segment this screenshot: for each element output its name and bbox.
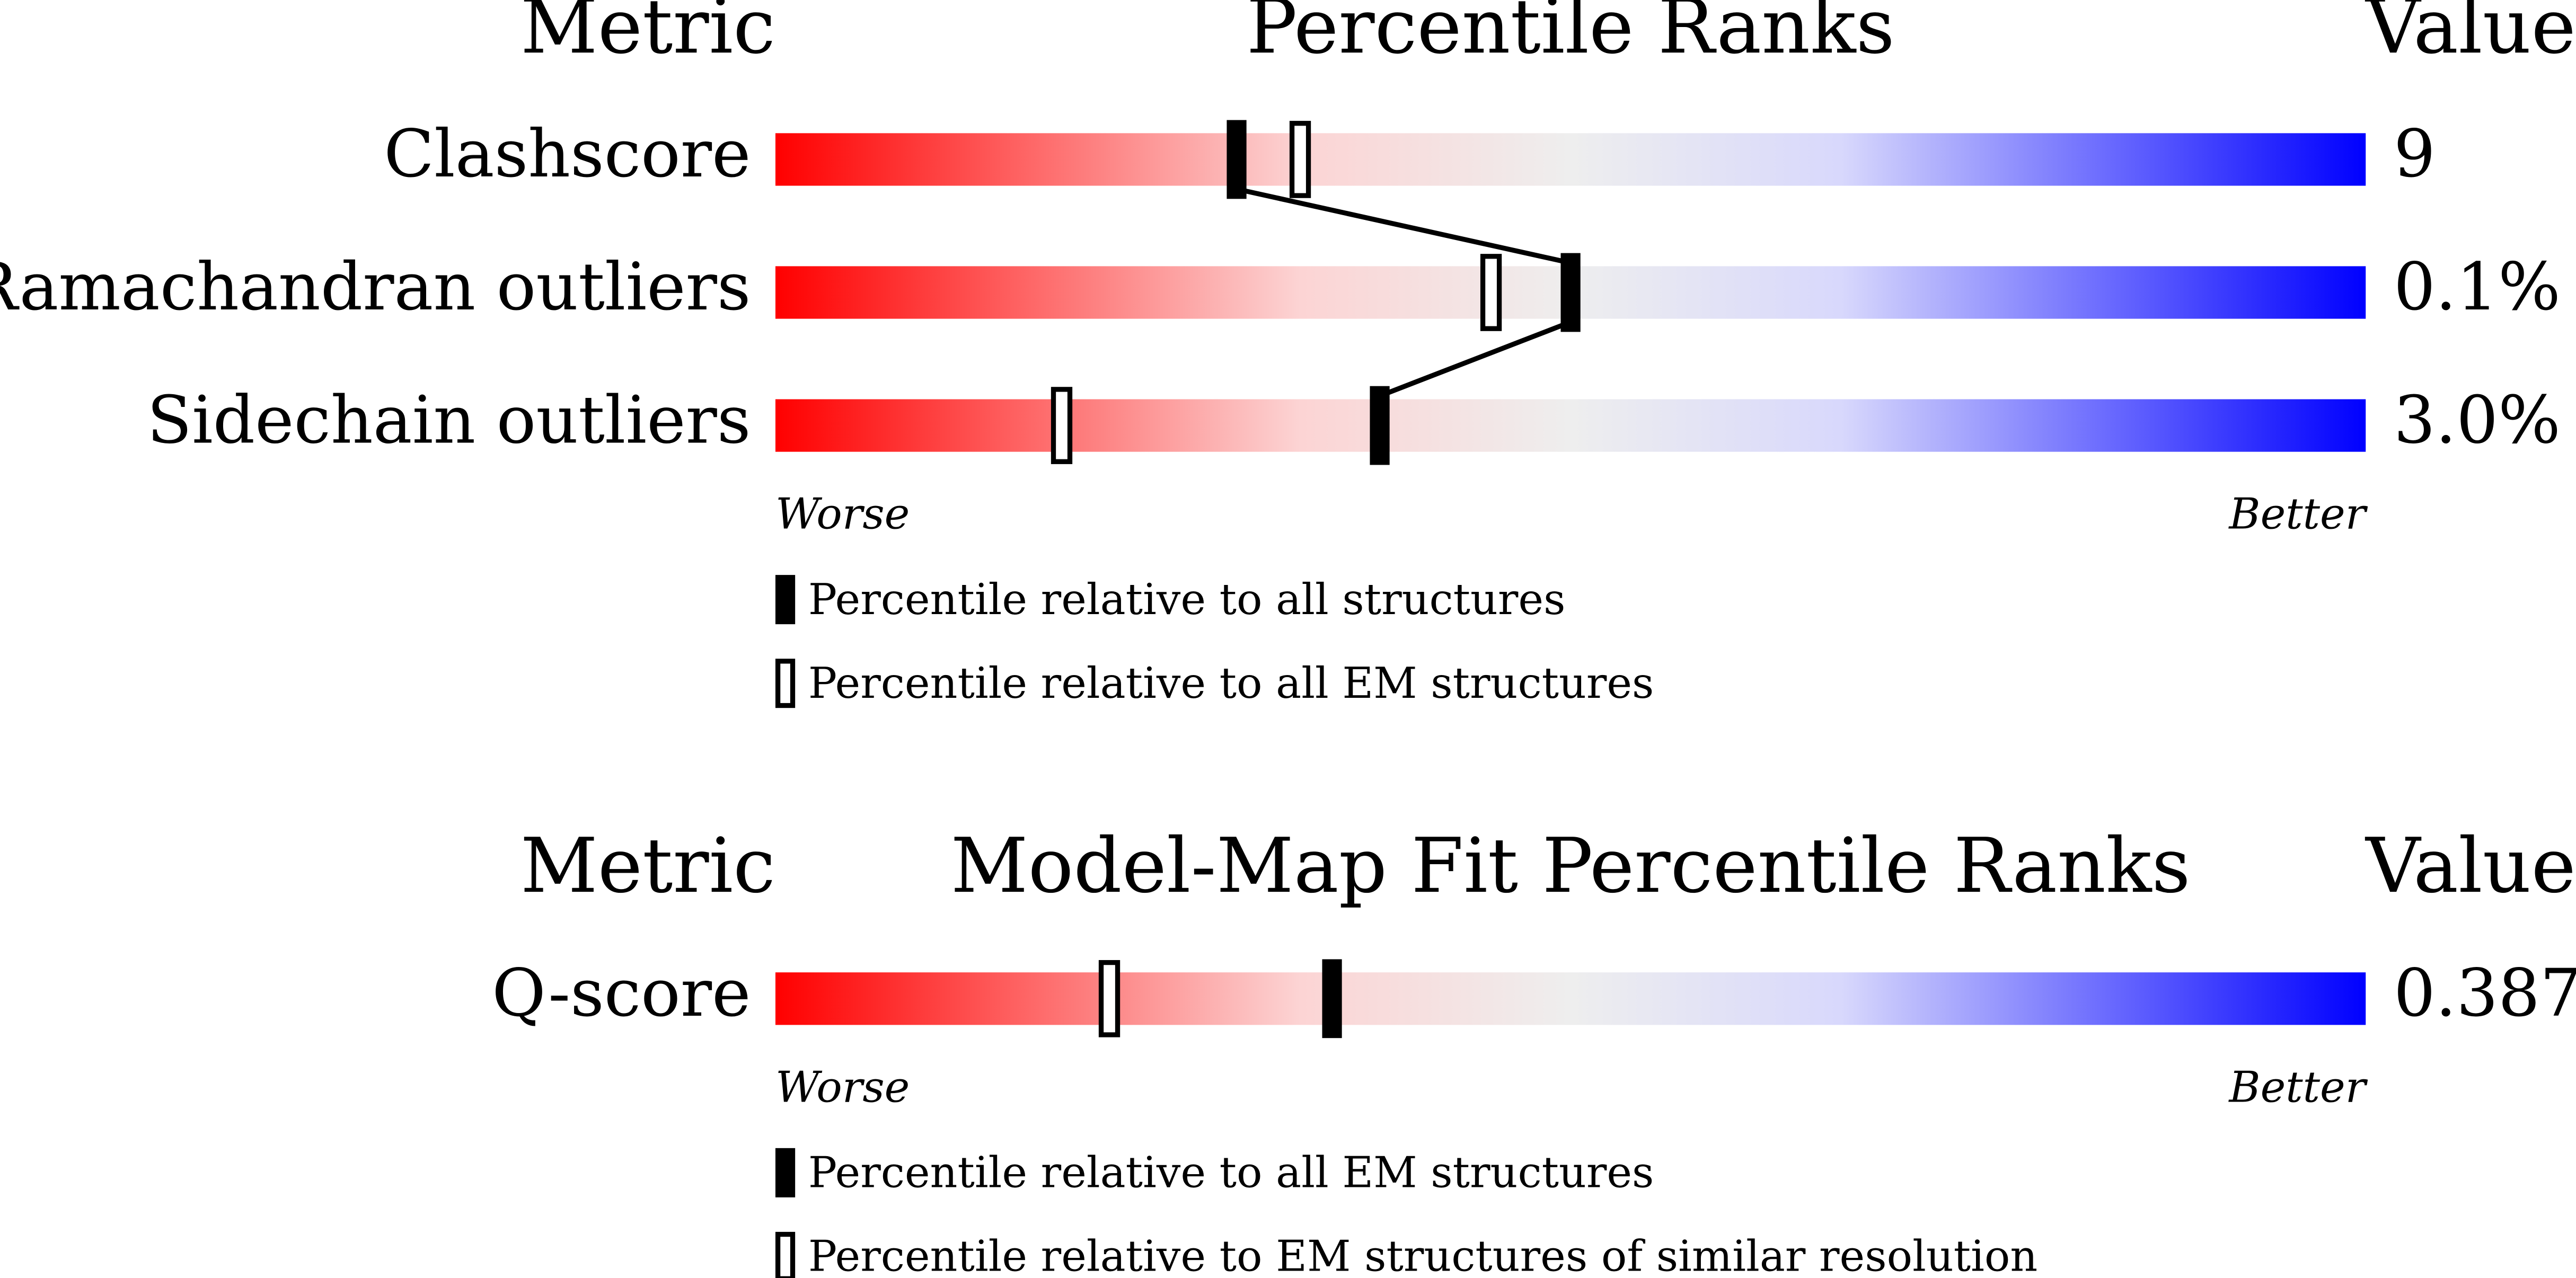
metric-value: 3.0% <box>2394 382 2561 458</box>
metric-header: Metric <box>521 822 775 910</box>
connector <box>1379 320 1572 398</box>
marker-open <box>1098 960 1121 1037</box>
legend-marker <box>775 575 796 625</box>
percentile-bar <box>775 133 2366 186</box>
marker-filled <box>1560 253 1581 332</box>
metric-value: 0.1% <box>2394 249 2561 325</box>
better-label: Better <box>2228 490 2368 539</box>
legend-label: Percentile relative to all EM structures <box>808 1148 1654 1198</box>
metric-label: Sidechain outliers <box>147 382 751 458</box>
marker-open <box>1289 121 1311 198</box>
value-header: Value <box>2365 822 2576 910</box>
marker-filled <box>1227 120 1247 199</box>
chart-title: Percentile Ranks <box>1247 0 1895 70</box>
metric-label: Ramachandran outliers <box>0 249 751 325</box>
chart-title: Model-Map Fit Percentile Ranks <box>951 822 2191 910</box>
marker-filled <box>1322 959 1342 1039</box>
better-label: Better <box>2228 1062 2368 1112</box>
marker-filled <box>1370 386 1390 465</box>
metric-label: Q-score <box>492 955 751 1032</box>
metric-label: Clashscore <box>384 116 751 192</box>
legend-marker <box>775 1148 796 1197</box>
worse-label: Worse <box>775 1062 910 1112</box>
legend-marker <box>775 1231 796 1278</box>
legend-marker <box>775 659 796 708</box>
worse-label: Worse <box>775 490 910 539</box>
connector <box>1236 187 1572 265</box>
metric-value: 9 <box>2394 116 2436 192</box>
legend-label: Percentile relative to all structures <box>808 575 1566 625</box>
value-header: Value <box>2365 0 2576 70</box>
marker-open <box>1480 254 1502 331</box>
legend-label: Percentile relative to EM structures of … <box>808 1232 2037 1278</box>
metric-value: 0.387 <box>2394 955 2576 1032</box>
percentile-bar <box>775 399 2366 452</box>
metric-header: Metric <box>521 0 775 70</box>
legend-label: Percentile relative to all EM structures <box>808 659 1654 708</box>
marker-open <box>1051 387 1073 464</box>
percentile-bar <box>775 972 2366 1025</box>
